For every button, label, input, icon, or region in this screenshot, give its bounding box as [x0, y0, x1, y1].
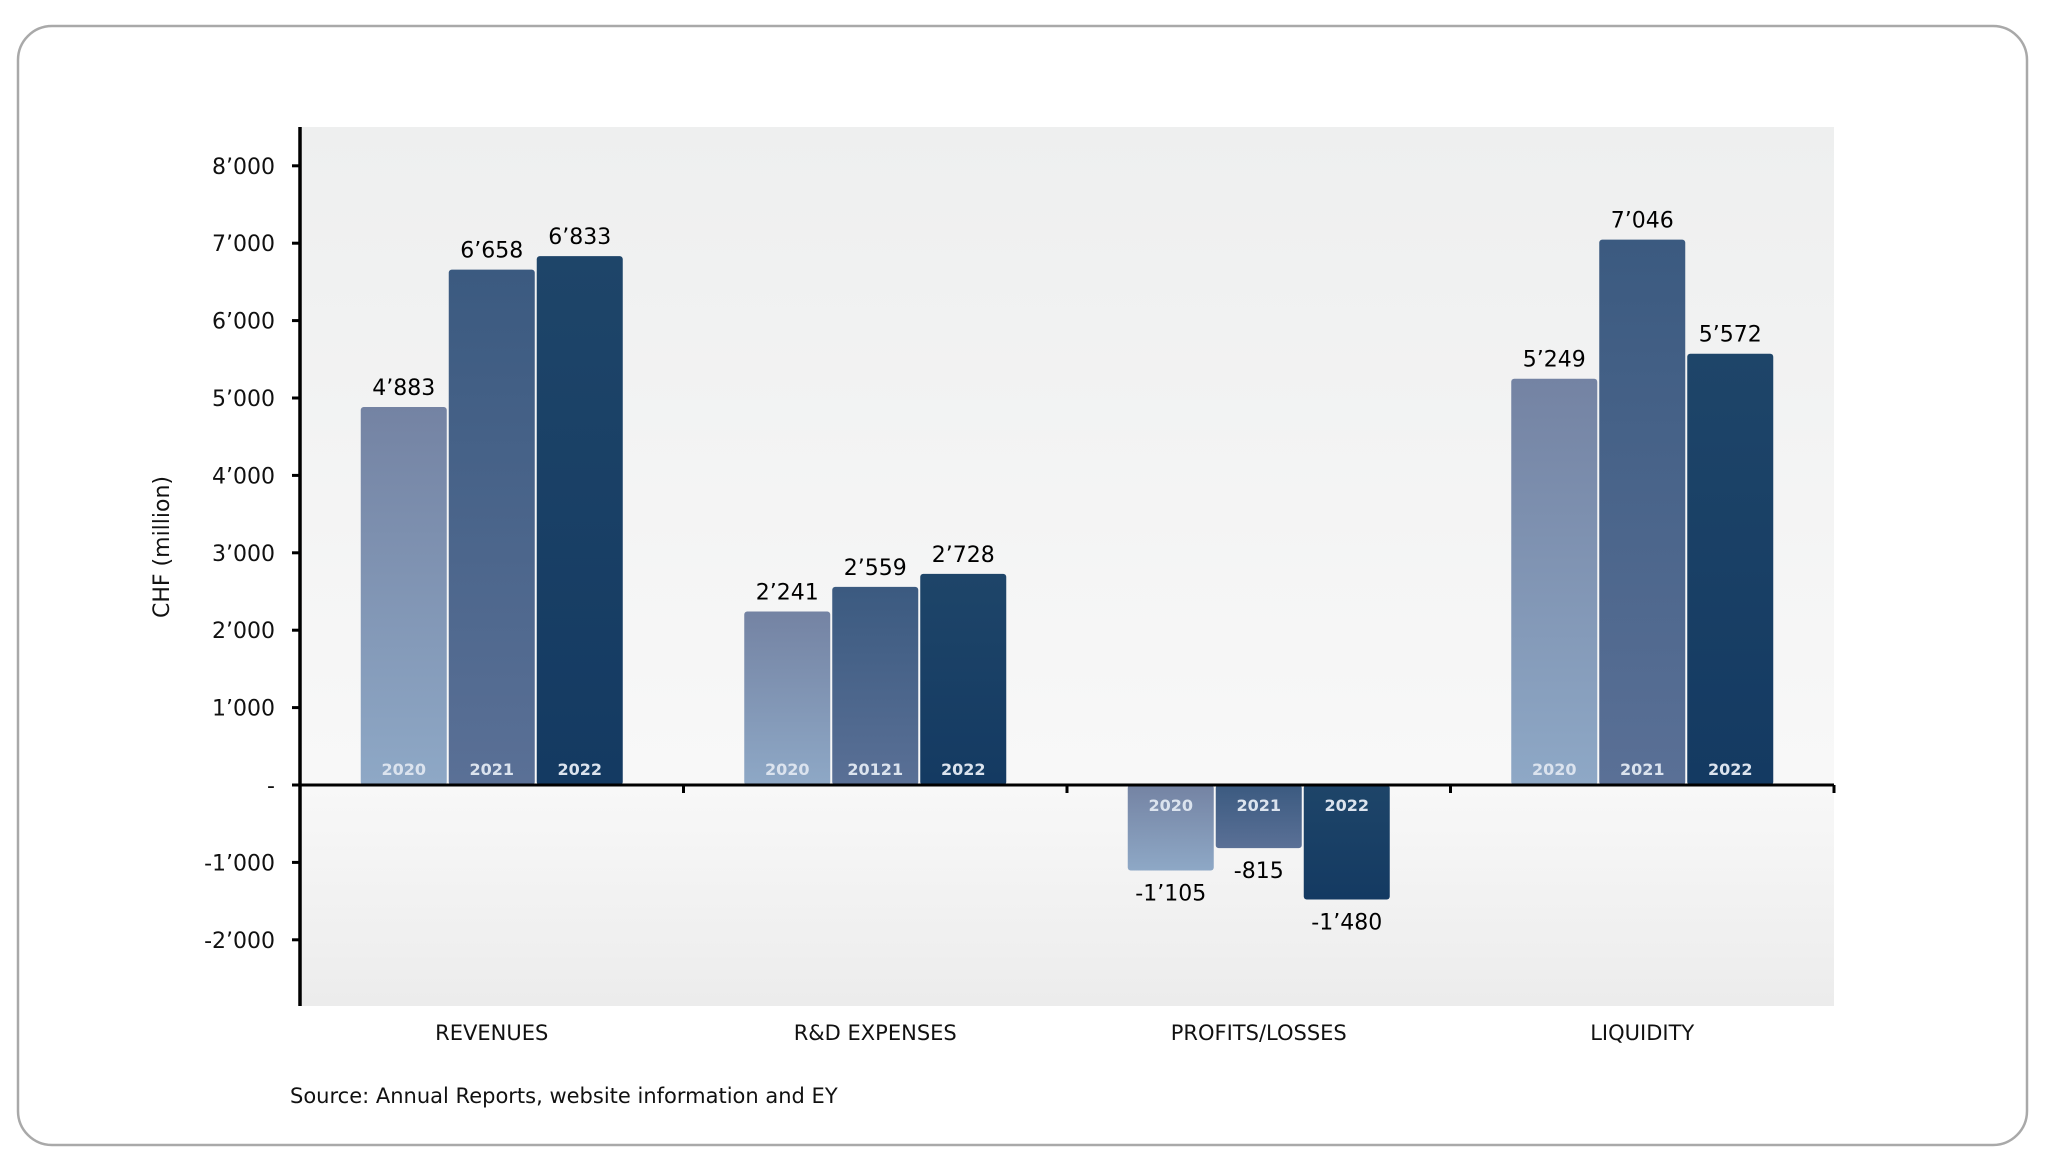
y-tick-label: 6’000 [212, 310, 275, 335]
data-label: 7’046 [1611, 209, 1674, 234]
x-category-label: R&D EXPENSES [794, 1021, 957, 1045]
data-label: 5’249 [1523, 348, 1586, 373]
y-tick-label: 5’000 [212, 387, 275, 412]
y-tick-label: 4’000 [212, 464, 275, 489]
bar [1511, 378, 1598, 785]
source-note: Source: Annual Reports, website informat… [290, 1084, 838, 1108]
data-label: 6’833 [548, 225, 611, 250]
y-tick-label: -2’000 [204, 929, 275, 954]
y-axis-label: CHF (million) [150, 476, 175, 618]
y-tick-label: 2’000 [212, 619, 275, 644]
y-tick-label: -1’000 [204, 851, 275, 876]
bar-year-label: 2021 [1620, 760, 1665, 779]
bar [832, 586, 919, 785]
bar [360, 407, 447, 785]
data-label: 2’728 [932, 543, 995, 568]
plot-background-negative [300, 785, 1834, 1006]
data-label: 2’241 [756, 581, 819, 606]
bar-year-label: 20121 [847, 760, 903, 779]
bar [1687, 353, 1774, 785]
y-tick-label: 8’000 [212, 155, 275, 180]
bar [1127, 785, 1214, 871]
bar-year-label: 2020 [1532, 760, 1577, 779]
y-tick-label: 1’000 [212, 697, 275, 722]
y-tick-label: 3’000 [212, 542, 275, 567]
bar [448, 269, 535, 786]
bar-year-label: 2020 [765, 760, 810, 779]
y-tick-label: - [267, 774, 275, 799]
bar [1599, 239, 1686, 786]
y-tick-label: 7’000 [212, 232, 275, 257]
x-category-label: LIQUIDITY [1590, 1021, 1694, 1045]
data-label: 6’658 [460, 239, 523, 264]
bar-year-label: 2022 [941, 760, 986, 779]
bar [536, 256, 623, 785]
bar-year-label: 2020 [381, 760, 426, 779]
bar-year-label: 2022 [1708, 760, 1753, 779]
bar-year-label: 2021 [469, 760, 514, 779]
data-label: 2’559 [844, 556, 907, 581]
bar [1303, 785, 1390, 900]
bar [920, 573, 1007, 785]
data-label: 5’572 [1699, 323, 1762, 348]
x-category-label: PROFITS/LOSSES [1171, 1021, 1347, 1045]
data-label: -1’480 [1311, 911, 1382, 936]
bar-year-label: 2022 [1324, 796, 1369, 815]
bar-year-label: 2022 [557, 760, 602, 779]
bar [1215, 785, 1302, 849]
bar-year-label: 2020 [1148, 796, 1193, 815]
data-label: -1’105 [1135, 882, 1206, 907]
data-label: -815 [1234, 859, 1284, 884]
data-label: 4’883 [372, 376, 435, 401]
bar-year-label: 2021 [1236, 796, 1281, 815]
bar [744, 611, 831, 785]
x-category-label: REVENUES [435, 1021, 548, 1045]
